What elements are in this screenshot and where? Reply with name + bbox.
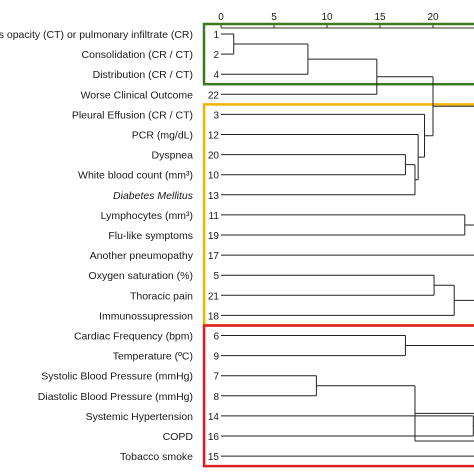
leaf-label: Distribution (CR / CT) <box>93 69 193 81</box>
cluster-boxes <box>202 22 474 468</box>
leaf-label: PCR (mg/dL) <box>132 130 193 142</box>
leaf-label: Worse Clinical Outcome <box>81 89 194 101</box>
leaf-label: Consolidation (CR / CT) <box>82 49 193 61</box>
leaf-label: Systemic Hypertension <box>86 411 194 423</box>
leaf-id: 15 <box>208 452 220 463</box>
leaf-label: Oxygen saturation (%) <box>89 270 193 282</box>
leaf-label: Lymphocytes (mm³) <box>101 210 193 222</box>
leaf-id: 1 <box>213 30 219 41</box>
leaf-label: Systolic Blood Pressure (mmHg) <box>41 371 193 383</box>
leaf-id: 10 <box>208 171 220 182</box>
leaf-id: 2 <box>213 50 219 61</box>
leaf-id: 5 <box>213 271 219 282</box>
cluster-box <box>202 22 474 86</box>
leaf-labels: Ground-glass opacity (CT) or pulmonary i… <box>0 29 194 463</box>
leaf-label: Cardiac Frequency (bpm) <box>74 331 193 343</box>
leaf-id: 6 <box>213 332 219 343</box>
leaf-label: Immunossupression <box>99 310 193 322</box>
leaf-id: 22 <box>208 90 220 101</box>
leaf-label: Tobacco smoke <box>120 451 193 463</box>
leaf-id: 18 <box>208 311 220 322</box>
leaf-id: 12 <box>208 131 220 142</box>
leaf-label: Dyspnea <box>152 150 194 162</box>
leaf-id: 8 <box>213 392 219 403</box>
leaf-id: 7 <box>213 372 219 383</box>
leaf-label: Thoracic pain <box>130 290 193 302</box>
leaf-id: 13 <box>208 191 220 202</box>
leaf-id: 21 <box>208 291 220 302</box>
leaf-id: 9 <box>213 352 219 363</box>
leaf-label: Diastolic Blood Pressure (mmHg) <box>38 391 193 403</box>
leaf-label: Ground-glass opacity (CT) or pulmonary i… <box>0 29 193 41</box>
cluster-box <box>202 324 474 468</box>
leaf-id: 3 <box>213 110 219 121</box>
leaf-label: Pleural Effusion (CR / CT) <box>72 109 193 121</box>
leaf-label: Flu-like symptoms <box>108 230 193 242</box>
leaf-id: 19 <box>208 231 220 242</box>
leaf-id: 14 <box>208 412 220 423</box>
x-tick-label: 10 <box>321 12 333 23</box>
leaf-label: Temperature (ºC) <box>113 351 193 363</box>
leaf-id: 4 <box>213 70 219 81</box>
leaf-id: 20 <box>208 151 220 162</box>
leaf-id: 17 <box>208 251 220 262</box>
dendrogram-branches <box>221 33 474 457</box>
leaf-id: 16 <box>208 432 220 443</box>
x-tick-label: 0 <box>218 12 224 23</box>
leaf-label: White blood count (mm³) <box>78 170 193 182</box>
x-tick-label: 15 <box>374 12 386 23</box>
leaf-id: 11 <box>209 211 220 222</box>
x-axis: 0 5 10 15 20 <box>218 12 474 29</box>
leaf-label: COPD <box>163 431 194 443</box>
leaf-label: Another pneumopathy <box>90 250 194 262</box>
leaf-label: Diabetes Mellitus <box>113 190 194 202</box>
x-tick-label: 5 <box>271 12 277 23</box>
x-tick-label: 20 <box>427 12 439 23</box>
